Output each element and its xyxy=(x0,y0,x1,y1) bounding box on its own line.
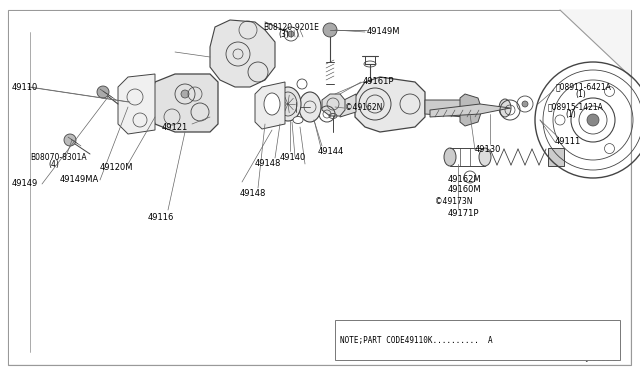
Text: 49149M: 49149M xyxy=(367,28,401,36)
Circle shape xyxy=(522,101,528,107)
Circle shape xyxy=(288,31,294,37)
Ellipse shape xyxy=(444,148,456,166)
Polygon shape xyxy=(425,100,480,117)
Text: NOTE;PART CODE49110K..........  A: NOTE;PART CODE49110K.......... A xyxy=(340,336,493,344)
FancyBboxPatch shape xyxy=(9,11,630,364)
Bar xyxy=(548,148,564,166)
Ellipse shape xyxy=(279,92,297,116)
Polygon shape xyxy=(430,104,510,117)
Circle shape xyxy=(181,90,189,98)
Polygon shape xyxy=(340,94,356,117)
Text: 49110: 49110 xyxy=(12,83,38,92)
Text: (1): (1) xyxy=(575,90,586,99)
Text: 49116: 49116 xyxy=(148,212,174,221)
Text: 49162M: 49162M xyxy=(448,176,482,185)
Text: 49144: 49144 xyxy=(318,148,344,157)
Bar xyxy=(335,320,620,360)
Text: 49161P: 49161P xyxy=(363,77,394,87)
Ellipse shape xyxy=(499,99,511,117)
Text: 49149MA: 49149MA xyxy=(60,176,99,185)
Circle shape xyxy=(323,23,337,37)
Text: 49111: 49111 xyxy=(555,138,581,147)
Circle shape xyxy=(97,86,109,98)
Text: 49149: 49149 xyxy=(12,180,38,189)
Polygon shape xyxy=(322,94,345,116)
Text: 49130: 49130 xyxy=(475,145,501,154)
Polygon shape xyxy=(210,20,275,87)
Polygon shape xyxy=(355,77,425,132)
Ellipse shape xyxy=(264,93,280,115)
Text: B08120-9201E: B08120-9201E xyxy=(263,22,319,32)
Text: ©49162N: ©49162N xyxy=(345,103,382,112)
Text: ⓝ08911-6421A: ⓝ08911-6421A xyxy=(556,83,612,92)
FancyBboxPatch shape xyxy=(8,10,631,365)
Text: 49160M: 49160M xyxy=(448,186,482,195)
Text: (1): (1) xyxy=(565,110,576,119)
Ellipse shape xyxy=(293,116,303,124)
Polygon shape xyxy=(460,94,482,126)
Polygon shape xyxy=(118,74,155,134)
Text: ©49173N: ©49173N xyxy=(435,198,472,206)
Circle shape xyxy=(587,114,599,126)
Circle shape xyxy=(64,134,76,146)
Text: B08070-8301A: B08070-8301A xyxy=(30,153,86,161)
Text: 49140: 49140 xyxy=(280,153,307,161)
Text: 49148: 49148 xyxy=(255,160,282,169)
Text: ⓨ08915-1421A: ⓨ08915-1421A xyxy=(548,103,604,112)
Polygon shape xyxy=(150,74,218,132)
Polygon shape xyxy=(560,10,631,77)
Text: 49121: 49121 xyxy=(162,122,188,131)
Text: 49120M: 49120M xyxy=(100,163,134,171)
Ellipse shape xyxy=(275,87,301,121)
Text: 49148: 49148 xyxy=(240,189,266,199)
Text: (3): (3) xyxy=(278,31,289,39)
Text: J49000-2: J49000-2 xyxy=(586,356,618,362)
Polygon shape xyxy=(255,82,285,129)
Text: 49171P: 49171P xyxy=(448,209,479,218)
Ellipse shape xyxy=(479,148,491,166)
Ellipse shape xyxy=(299,92,321,122)
Text: (4): (4) xyxy=(48,160,59,170)
Bar xyxy=(162,88,192,116)
